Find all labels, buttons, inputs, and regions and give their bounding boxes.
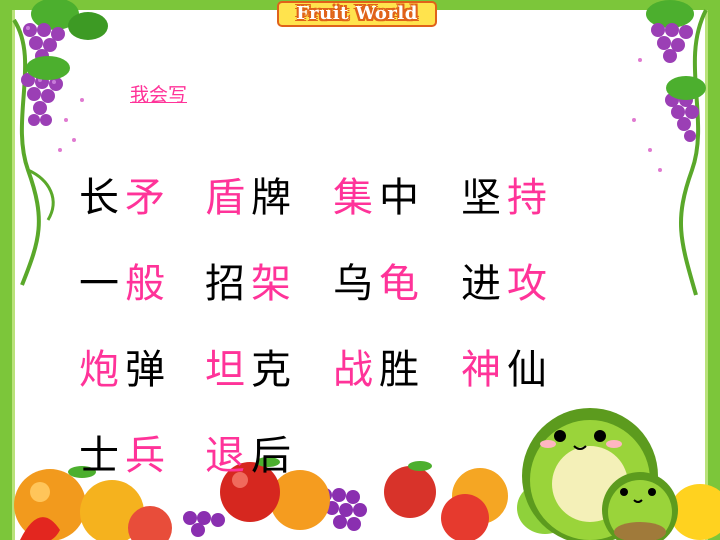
- grape-vine-right-decoration: [632, 0, 708, 296]
- word-item: 神仙: [458, 348, 550, 392]
- word-char: 中: [379, 175, 419, 221]
- word-char: 仙: [507, 347, 547, 393]
- word-char: 克: [251, 347, 291, 393]
- word-char-highlight: 龟: [379, 261, 419, 307]
- fruit-pile-decoration: [14, 408, 720, 540]
- word-item: 士兵: [76, 434, 168, 478]
- frame-left-inner: [12, 0, 15, 540]
- word-item: 招架: [202, 262, 294, 306]
- word-char-highlight: 炮: [79, 347, 119, 393]
- word-char: 乌: [333, 261, 373, 307]
- word-item: 进攻: [458, 262, 550, 306]
- word-char: 坚: [461, 175, 501, 221]
- word-char: 士: [79, 433, 119, 479]
- word-char: 一: [79, 261, 119, 307]
- frame-left: [0, 0, 12, 540]
- title-badge: Fruit World: [276, 0, 438, 28]
- word-char-highlight: 矛: [125, 175, 165, 221]
- i-can-write-link[interactable]: 我会写: [130, 84, 188, 106]
- title-banner-shape: [277, 1, 437, 27]
- word-char: 胜: [379, 347, 419, 393]
- word-char: 后: [251, 433, 291, 479]
- word-char-highlight: 坦: [205, 347, 245, 393]
- word-char-highlight: 攻: [507, 261, 547, 307]
- word-item: 长矛: [76, 176, 168, 220]
- word-item: 一般: [76, 262, 168, 306]
- word-char-highlight: 集: [333, 175, 373, 221]
- word-item: 盾牌: [202, 176, 294, 220]
- word-char-highlight: 战: [333, 347, 373, 393]
- word-char-highlight: 盾: [205, 175, 245, 221]
- word-char: 弹: [125, 347, 165, 393]
- word-item: 坦克: [202, 348, 294, 392]
- word-char: 招: [205, 261, 245, 307]
- word-char-highlight: 持: [507, 175, 547, 221]
- word-char-highlight: 架: [251, 261, 291, 307]
- word-item: 集中: [330, 176, 422, 220]
- word-char-highlight: 般: [125, 261, 165, 307]
- word-char-highlight: 兵: [125, 433, 165, 479]
- word-item: 坚持: [458, 176, 550, 220]
- frame-right: [708, 0, 720, 540]
- brand-title: Fruit World: [296, 3, 418, 24]
- word-item: 乌龟: [330, 262, 422, 306]
- word-char: 牌: [251, 175, 291, 221]
- word-item: 炮弹: [76, 348, 168, 392]
- grape-vine-left-decoration: [12, 0, 108, 286]
- word-item: 战胜: [330, 348, 422, 392]
- word-item: 退后: [202, 434, 294, 478]
- word-char-highlight: 神: [461, 347, 501, 393]
- word-char-highlight: 退: [205, 433, 245, 479]
- word-char: 进: [461, 261, 501, 307]
- word-char: 长: [79, 175, 119, 221]
- frame-right-inner: [705, 0, 708, 540]
